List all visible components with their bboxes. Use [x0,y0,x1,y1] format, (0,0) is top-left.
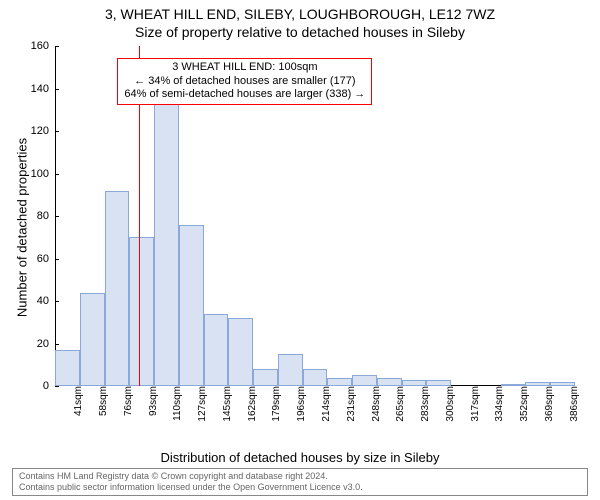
x-tick-label: 41sqm [71,386,84,416]
y-tick-label: 160 [31,40,55,52]
x-axis-label: Distribution of detached houses by size … [0,450,600,465]
y-tick-label: 120 [31,125,55,137]
histogram-bar [253,369,278,386]
y-tick-label: 140 [31,83,55,95]
histogram-bar [80,293,105,387]
x-tick-label: 369sqm [542,386,555,422]
annotation-box: 3 WHEAT HILL END: 100sqm← 34% of detache… [117,58,372,105]
plot-area: 02040608010012014016041sqm58sqm76sqm93sq… [55,46,575,386]
y-tick-label: 0 [43,380,55,392]
y-tick-label: 40 [37,295,55,307]
x-tick-label: 93sqm [146,386,159,416]
x-tick-label: 386sqm [567,386,580,422]
x-tick-label: 214sqm [319,386,332,422]
histogram-bar [278,354,303,386]
x-tick-label: 231sqm [344,386,357,422]
annotation-line: 3 WHEAT HILL END: 100sqm [124,61,365,75]
x-tick-label: 300sqm [443,386,456,422]
histogram-bar [352,375,377,386]
x-tick-label: 58sqm [96,386,109,416]
annotation-line: 64% of semi-detached houses are larger (… [124,88,365,102]
histogram-bar [204,314,229,386]
histogram-bar [105,191,130,387]
histogram-bar [228,318,253,386]
x-tick-label: 162sqm [245,386,258,422]
footer-line-1: Contains HM Land Registry data © Crown c… [19,471,581,482]
y-tick-label: 60 [37,253,55,265]
histogram-bar [303,369,328,386]
histogram-bar [179,225,204,387]
x-tick-label: 127sqm [195,386,208,422]
x-tick-label: 145sqm [220,386,233,422]
histogram-bar [377,378,402,387]
x-tick-label: 352sqm [517,386,530,422]
page-root: 3, WHEAT HILL END, SILEBY, LOUGHBOROUGH,… [0,0,600,500]
x-tick-label: 283sqm [418,386,431,422]
histogram-bar [55,350,80,386]
histogram-bar [154,93,179,386]
histogram-bar [129,237,154,386]
y-tick-label: 100 [31,168,55,180]
annotation-line: ← 34% of detached houses are smaller (17… [124,75,365,89]
chart-title: 3, WHEAT HILL END, SILEBY, LOUGHBOROUGH,… [0,6,600,22]
y-tick-label: 80 [37,210,55,222]
copyright-footer: Contains HM Land Registry data © Crown c… [12,468,588,496]
x-tick-label: 110sqm [170,386,183,421]
x-tick-label: 334sqm [492,386,505,422]
x-tick-label: 179sqm [269,386,282,422]
histogram-bar [327,378,352,387]
x-tick-label: 196sqm [294,386,307,422]
y-tick-label: 20 [37,338,55,350]
x-tick-label: 76sqm [121,386,134,416]
y-axis-label: Number of detached properties [15,78,30,378]
footer-line-2: Contains public sector information licen… [19,482,581,493]
x-tick-label: 248sqm [369,386,382,422]
chart-subtitle: Size of property relative to detached ho… [0,24,600,40]
x-tick-label: 265sqm [393,386,406,422]
x-tick-label: 317sqm [468,386,481,422]
